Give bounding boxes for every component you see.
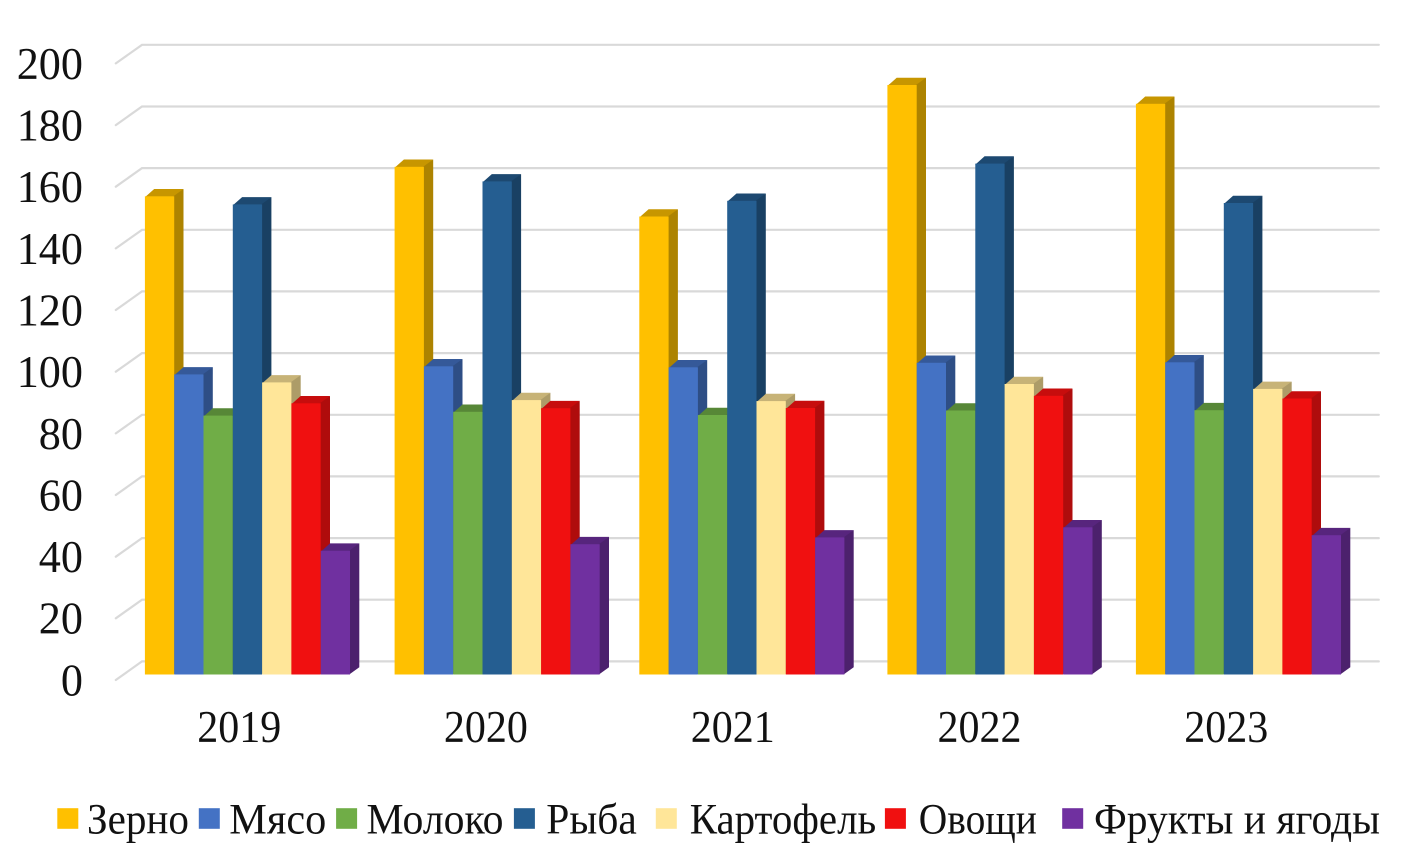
- svg-text:2022: 2022: [938, 701, 1022, 752]
- svg-text:Овощи: Овощи: [919, 797, 1037, 844]
- svg-text:2019: 2019: [197, 701, 281, 752]
- svg-text:Фрукты и ягоды: Фрукты и ягоды: [1094, 797, 1380, 844]
- svg-text:200: 200: [17, 38, 83, 89]
- svg-text:80: 80: [39, 408, 83, 459]
- svg-text:60: 60: [39, 469, 83, 520]
- svg-text:160: 160: [17, 161, 83, 212]
- svg-text:2020: 2020: [444, 701, 528, 752]
- svg-text:20: 20: [39, 593, 83, 644]
- svg-text:140: 140: [17, 223, 83, 274]
- svg-text:2021: 2021: [691, 701, 775, 752]
- svg-text:2023: 2023: [1184, 701, 1268, 752]
- svg-text:100: 100: [17, 346, 83, 397]
- svg-text:120: 120: [17, 284, 83, 335]
- svg-text:Молоко: Молоко: [367, 797, 504, 844]
- svg-text:40: 40: [39, 531, 83, 582]
- svg-text:Картофель: Картофель: [690, 797, 877, 844]
- svg-text:180: 180: [17, 100, 83, 151]
- svg-text:Рыба: Рыба: [546, 797, 637, 844]
- svg-text:0: 0: [61, 654, 83, 705]
- svg-text:Мясо: Мясо: [229, 797, 326, 844]
- svg-text:Зерно: Зерно: [87, 797, 189, 844]
